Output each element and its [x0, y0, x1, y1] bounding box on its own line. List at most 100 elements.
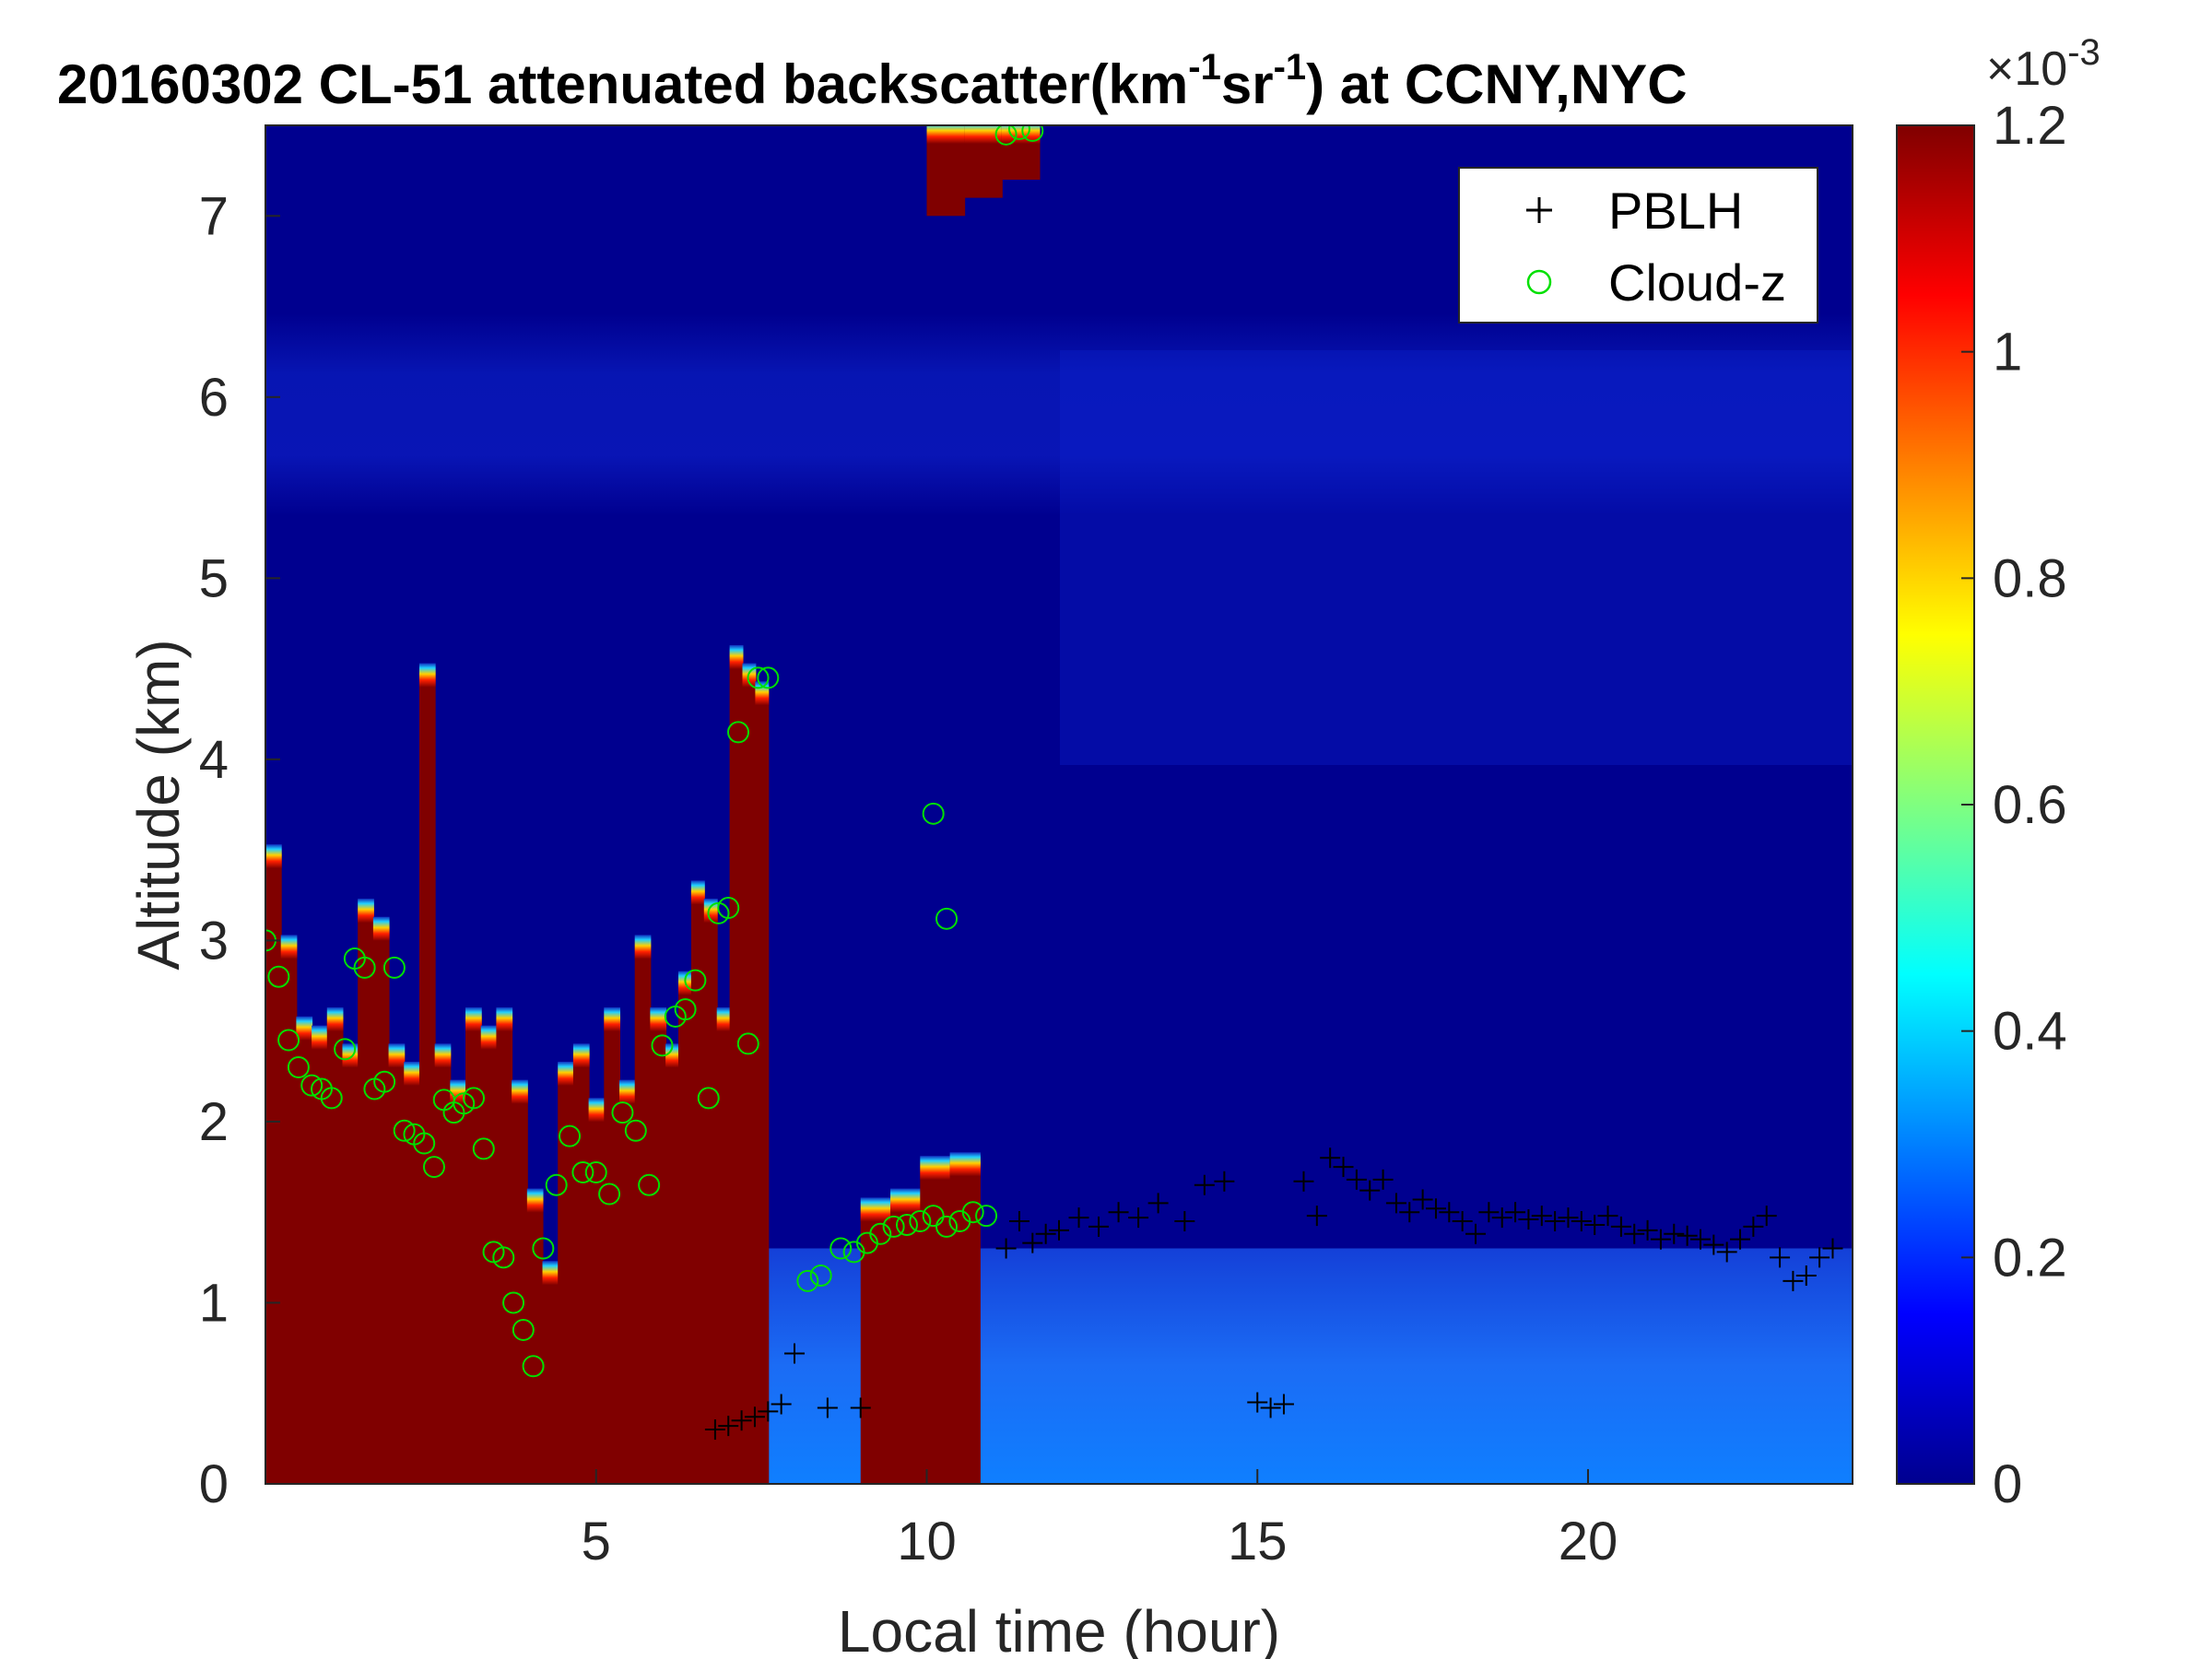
cloud-edge-cell	[358, 899, 374, 924]
cloud-cell	[326, 1013, 344, 1484]
colorbar-tick-label: 0	[1993, 1454, 2022, 1514]
cloud-z-point	[638, 1173, 661, 1196]
y-tick-label: 3	[199, 911, 229, 971]
pblh-point	[1333, 1157, 1354, 1178]
cloud-z-point	[651, 1034, 674, 1057]
cloud-z-point	[611, 1101, 634, 1124]
cloud-z-point	[747, 666, 770, 689]
cloud-edge-cell	[604, 1007, 621, 1032]
cloud-edge-cell	[665, 1043, 679, 1068]
pblh-point	[1008, 1211, 1030, 1232]
cloud-edge-cell	[404, 1061, 420, 1086]
pblh-point	[1677, 1225, 1698, 1246]
cloud-z-point	[472, 1137, 495, 1160]
pblh-point	[1624, 1223, 1645, 1244]
mid-altitude-noise-band	[1060, 350, 1853, 765]
pblh-point	[1795, 1265, 1817, 1286]
pblh-point	[1320, 1147, 1341, 1169]
pblh-point	[1770, 1247, 1791, 1268]
cloud-z-point	[382, 956, 406, 979]
cloud-z-point	[320, 1087, 343, 1110]
pblh-point	[1273, 1394, 1294, 1415]
cloud-edge-cell	[572, 1043, 590, 1068]
cloud-cell	[920, 1161, 951, 1484]
cloud-z-point	[717, 897, 740, 920]
x-axis-label: Local time (hour)	[838, 1598, 1280, 1659]
y-tick-label: 5	[199, 548, 229, 608]
cloud-edge-cell	[949, 1152, 981, 1177]
pblh-point	[1412, 1189, 1433, 1210]
colorbar-exponent: ×10-3	[1986, 32, 2100, 96]
cloud-cell	[434, 1049, 452, 1484]
legend-circle-marker	[1526, 269, 1552, 295]
pblh-point	[1664, 1223, 1685, 1244]
x-axis-ticks: 5 10 15 20	[582, 1469, 1618, 1571]
pblh-point	[1247, 1392, 1268, 1413]
high-altitude-noise-band	[265, 313, 1853, 516]
pblh-point	[1088, 1216, 1110, 1237]
cloud-z-point	[809, 1264, 832, 1287]
cloud-z-point	[757, 666, 780, 689]
pblh-point	[1174, 1211, 1195, 1232]
pblh-point	[1650, 1229, 1671, 1250]
pblh-point	[1531, 1206, 1552, 1227]
colorbar-tick-label: 1.2	[1993, 96, 2067, 156]
cloud-z-point	[559, 1124, 582, 1147]
pblh-point	[1035, 1223, 1056, 1244]
pblh-point	[1465, 1223, 1487, 1244]
pblh-point	[1756, 1206, 1777, 1227]
x-tick-label: 20	[1559, 1512, 1618, 1571]
pblh-point	[744, 1406, 765, 1428]
pblh-point	[1147, 1193, 1169, 1214]
pblh-point	[1637, 1219, 1658, 1241]
cloud-z-point	[922, 1205, 945, 1228]
pblh-point	[1597, 1206, 1618, 1227]
cloud-z-point	[393, 1119, 416, 1142]
cloud-cell	[280, 940, 298, 1484]
colorbar-tick-label: 1	[1993, 323, 2022, 382]
y-tick-label: 2	[199, 1092, 229, 1152]
pblh-point	[1128, 1207, 1149, 1229]
cloud-z-point	[422, 1156, 445, 1179]
cloud-edge-cell	[465, 1007, 482, 1032]
cloud-edge-cell	[372, 916, 390, 941]
cloud-cell	[650, 1013, 667, 1484]
cloud-edge-cell	[729, 644, 744, 669]
cloud-cell	[860, 1203, 892, 1484]
colorbar-tick-label: 0.2	[1993, 1228, 2067, 1288]
cloud-z-point	[1021, 125, 1044, 142]
cloud-z-point	[909, 1210, 932, 1233]
cloud-edge-cell	[926, 125, 966, 144]
cloud-z-point	[463, 1087, 486, 1110]
cloud-cell	[404, 1066, 420, 1484]
cloud-z-point	[287, 1055, 310, 1078]
cloud-z-point	[512, 1318, 535, 1341]
cloud-cell	[665, 1049, 679, 1484]
pblh-point	[1452, 1211, 1473, 1232]
cloud-edge-cell	[890, 1188, 922, 1213]
pblh-point	[1439, 1202, 1460, 1223]
y-tick-label: 1	[199, 1273, 229, 1333]
cloud-z-point	[413, 1132, 436, 1155]
cloud-cell	[604, 1013, 621, 1484]
pblh-point	[1372, 1169, 1394, 1190]
cloud-cell	[496, 1013, 513, 1484]
pblh-point	[1359, 1180, 1381, 1201]
pblh-point	[1346, 1169, 1367, 1190]
cloud-cell	[572, 1049, 590, 1484]
cloud-cell	[358, 904, 374, 1484]
cloud-z-point	[882, 1215, 905, 1238]
pblh-point	[817, 1397, 838, 1418]
cloud-edge-cell	[558, 1061, 574, 1086]
cloud-edge-cell	[650, 1007, 667, 1032]
pblh-point	[1260, 1397, 1281, 1418]
pblh-point	[1306, 1206, 1327, 1227]
markers-layer	[265, 125, 1843, 1441]
cloud-z-point	[1007, 125, 1030, 140]
cloud-z-point	[334, 1038, 357, 1061]
cloud-z-point	[830, 1237, 853, 1260]
y-tick-label: 6	[199, 368, 229, 428]
cloud-cell	[542, 1266, 559, 1484]
cloud-z-point	[674, 998, 697, 1021]
